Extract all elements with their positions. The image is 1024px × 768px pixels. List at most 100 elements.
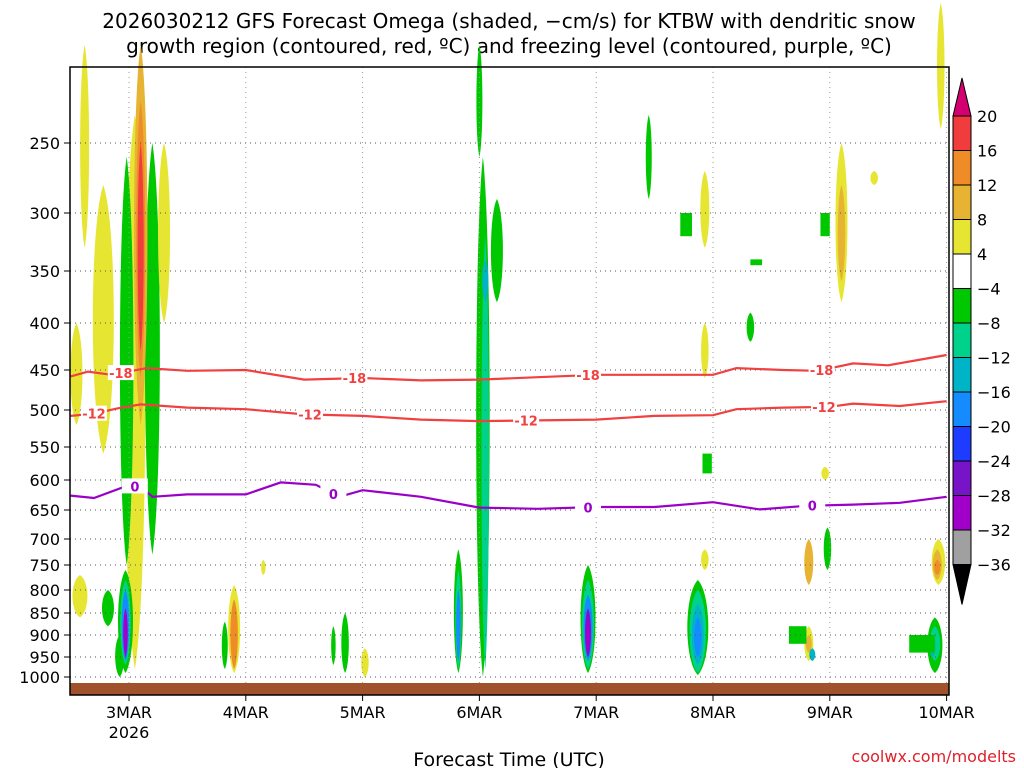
- y-tick-label: 450: [29, 361, 60, 380]
- colorbar-segment: [952, 253, 972, 289]
- x-tick-label: 6MAR: [456, 703, 502, 722]
- colorbar-label: 8: [977, 211, 987, 230]
- omega-region: [585, 617, 591, 653]
- colorbar-label: 4: [977, 245, 987, 264]
- omega-region: [490, 199, 503, 303]
- chart-title-line2: growth region (contoured, red, ºC) and f…: [126, 34, 892, 58]
- colorbar-segment: [952, 219, 972, 255]
- colorbar-label: −4: [977, 280, 1001, 299]
- omega-region: [341, 613, 349, 673]
- colorbar-label: 16: [977, 142, 997, 161]
- omega-shading: [70, 3, 946, 677]
- colorbar-label: −12: [977, 349, 1011, 368]
- colorbar-segment: [952, 426, 972, 462]
- omega-region: [158, 143, 171, 323]
- omega-region: [937, 3, 945, 129]
- omega-region: [456, 590, 461, 661]
- omega-region: [870, 171, 878, 185]
- colorbar-segment: [952, 460, 972, 496]
- omega-region: [482, 259, 489, 303]
- colorbar-segment: [952, 529, 972, 565]
- colorbar-label: −16: [977, 383, 1011, 402]
- contour-label-bg: [799, 497, 826, 513]
- y-tick-label: 1000: [19, 668, 60, 687]
- omega-region: [361, 648, 369, 677]
- omega-region: [92, 185, 114, 454]
- omega-region: [149, 453, 156, 504]
- omega-region: [837, 185, 846, 282]
- colorbar-label: −24: [977, 452, 1011, 471]
- contour-label: 0: [329, 488, 338, 503]
- contour-label: -12: [298, 409, 322, 424]
- omega-region: [481, 236, 489, 669]
- x-axis-title: Forecast Time (UTC): [413, 749, 604, 768]
- colorbar-bottom-arrow: [952, 564, 972, 605]
- y-tick-label: 600: [29, 471, 60, 490]
- plot-frame: [69, 66, 950, 696]
- omega-region: [934, 559, 941, 575]
- colorbar-segment: [952, 495, 972, 531]
- contour-label: -12: [812, 401, 836, 416]
- contour-label-bg: [107, 365, 134, 381]
- omega-region: [700, 171, 710, 248]
- contour-label: 0: [584, 501, 593, 516]
- x-tick-label: 7MAR: [573, 703, 619, 722]
- x-tick-label: 9MAR: [807, 703, 853, 722]
- contour-label-bg: [341, 370, 368, 386]
- colorbar-segment: [952, 391, 972, 427]
- omega-region: [221, 621, 228, 669]
- y-tick-label: 800: [29, 581, 60, 600]
- credit-text: coolwx.com/modelts: [852, 747, 1016, 766]
- colorbar-segment: [952, 150, 972, 186]
- omega-region: [680, 213, 692, 237]
- colorbar-label: −36: [977, 556, 1011, 575]
- omega-region: [101, 590, 114, 627]
- x-axis-year-label: 2026: [109, 723, 150, 742]
- y-tick-label: 250: [29, 134, 60, 153]
- omega-region: [694, 617, 702, 657]
- contour-label-bg: [297, 406, 324, 422]
- omega-region: [821, 466, 829, 480]
- contour-label: -18: [810, 364, 834, 379]
- surface-ground-band: [70, 683, 949, 695]
- contour-label-bg: [808, 362, 835, 378]
- omega-region: [261, 559, 266, 575]
- omega-region: [123, 608, 128, 657]
- omega-region: [701, 549, 709, 570]
- omega-region: [137, 143, 144, 352]
- contour-label: -18: [343, 372, 367, 387]
- y-tick-label: 400: [29, 314, 60, 333]
- colorbar-label: 12: [977, 176, 997, 195]
- y-tick-label: 550: [29, 438, 60, 457]
- colorbar-label: 20: [977, 107, 997, 126]
- omega-region: [80, 45, 90, 248]
- x-tick-label: 10MAR: [918, 703, 974, 722]
- y-tick-label: 500: [29, 401, 60, 420]
- x-tick-label: 5MAR: [340, 703, 386, 722]
- colorbar-segment: [952, 115, 972, 151]
- contour-label: 0: [130, 480, 139, 495]
- contour-label-bg: [513, 412, 540, 428]
- omega-region: [746, 312, 755, 342]
- omega-region: [750, 259, 763, 266]
- omega-region: [820, 213, 830, 237]
- x-tick-label: 4MAR: [223, 703, 269, 722]
- y-tick-label: 350: [29, 262, 60, 281]
- omega-region: [230, 599, 238, 669]
- contour-label-bg: [320, 485, 347, 501]
- contour-label-bg: [575, 499, 602, 515]
- plot-area: [70, 67, 949, 695]
- colorbar-label: −32: [977, 521, 1011, 540]
- y-tick-label: 700: [29, 530, 60, 549]
- contour-label-bg: [121, 478, 148, 494]
- contour-label: -12: [514, 415, 538, 430]
- chart-title-line1: 2026030212 GFS Forecast Omega (shaded, −…: [102, 9, 915, 33]
- contour-label-bg: [80, 405, 107, 421]
- omega-region: [809, 648, 816, 661]
- colorbar-label: −28: [977, 487, 1011, 506]
- colorbar-label: −8: [977, 314, 1001, 333]
- contour-label: -18: [576, 369, 600, 384]
- omega-region: [72, 575, 88, 618]
- omega-region: [701, 323, 709, 378]
- omega-region: [804, 539, 814, 585]
